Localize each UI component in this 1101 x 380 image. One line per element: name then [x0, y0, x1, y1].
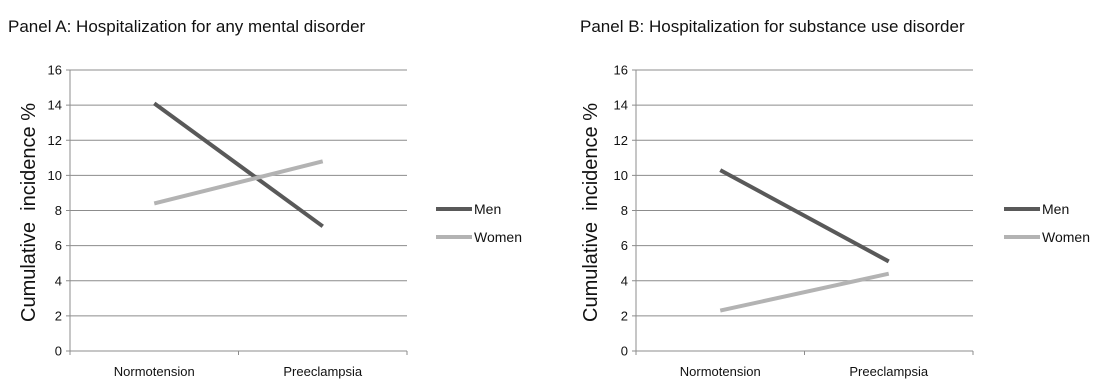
x-tick-label: Normotension	[114, 364, 195, 379]
y-tick-label: 8	[55, 203, 62, 218]
legend-label-men: Men	[1042, 201, 1069, 217]
x-tick-label: Preeclampsia	[283, 364, 363, 379]
series-line-women	[719, 271, 890, 313]
chart-title: Panel A: Hospitalization for any mental …	[8, 17, 366, 36]
y-tick-label: 12	[48, 133, 62, 148]
y-axis-title: Cumulative incidence %	[580, 103, 602, 322]
y-tick-label: 4	[621, 273, 628, 288]
x-tick-label: Normotension	[680, 364, 761, 379]
y-tick-label: 10	[48, 168, 62, 183]
y-tick-label: 14	[48, 98, 62, 113]
y-tick-label: 10	[614, 168, 628, 183]
y-axis-title: Cumulative incidence %	[18, 103, 40, 322]
y-tick-label: 12	[614, 133, 628, 148]
panel-b-chart: Panel B: Hospitalization for substance u…	[580, 17, 1090, 379]
y-tick-label: 6	[55, 238, 62, 253]
series-line-men	[153, 101, 324, 228]
y-tick-label: 0	[55, 344, 62, 359]
legend-label-men: Men	[474, 201, 501, 217]
panel-a-chart: Panel A: Hospitalization for any mental …	[8, 17, 522, 379]
series-line-men	[719, 168, 890, 264]
y-tick-label: 0	[621, 344, 628, 359]
y-tick-label: 16	[48, 63, 62, 78]
series-line-women	[153, 159, 324, 206]
x-tick-label: Preeclampsia	[849, 364, 929, 379]
y-tick-label: 2	[55, 308, 62, 323]
y-tick-label: 16	[614, 63, 628, 78]
chart-title: Panel B: Hospitalization for substance u…	[580, 17, 965, 36]
legend-label-women: Women	[474, 229, 522, 245]
legend-label-women: Women	[1042, 229, 1090, 245]
y-tick-label: 8	[621, 203, 628, 218]
y-tick-label: 6	[621, 238, 628, 253]
y-tick-label: 2	[621, 308, 628, 323]
y-tick-label: 4	[55, 273, 62, 288]
y-tick-label: 14	[614, 98, 628, 113]
